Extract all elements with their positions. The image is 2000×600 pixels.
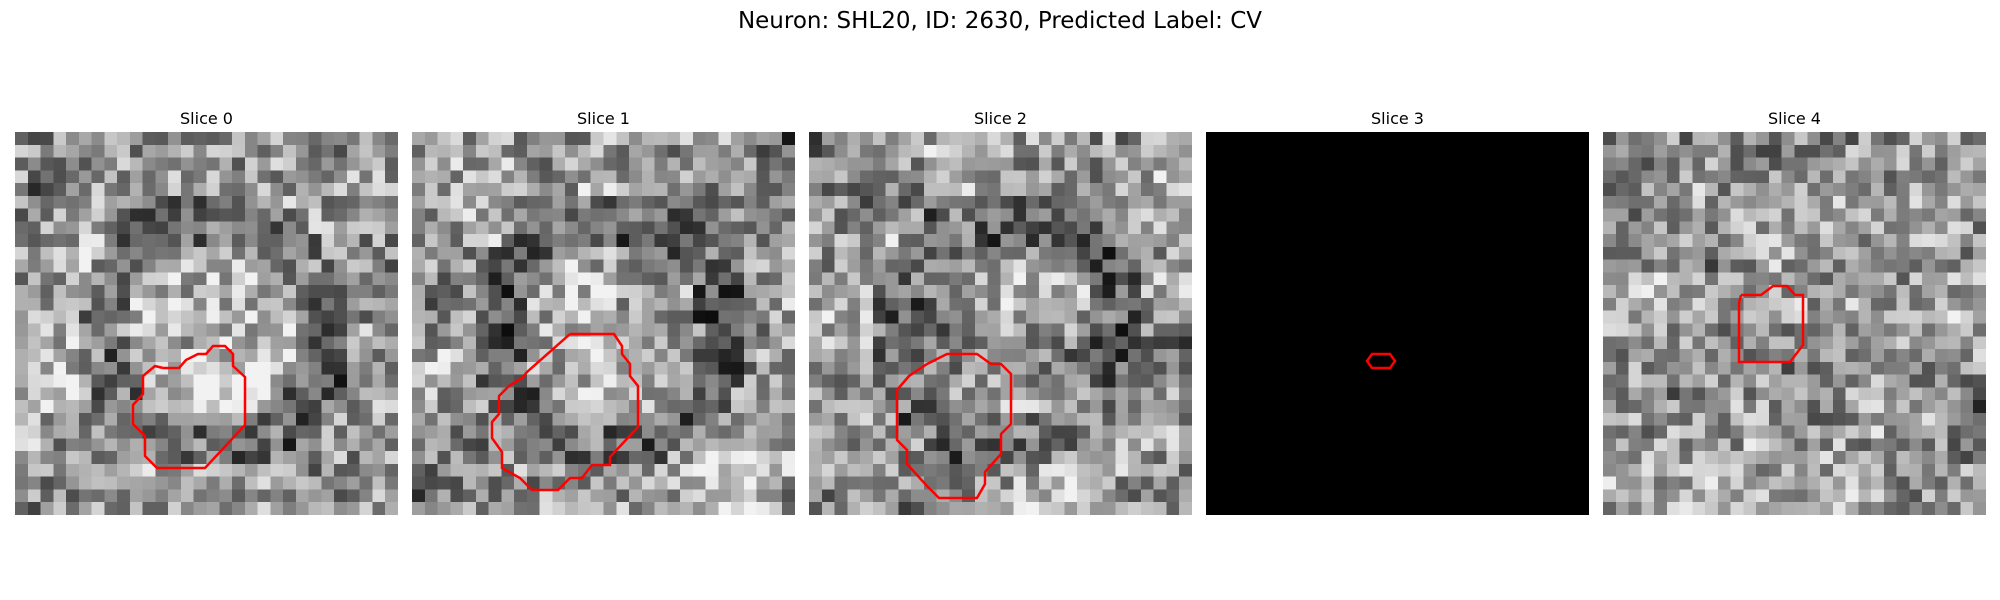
panel-title: Slice 3	[1206, 108, 1589, 130]
segmentation-contour	[809, 132, 1192, 515]
slice-image-wrap	[1603, 132, 1986, 515]
panel-slice-3: Slice 3	[1206, 108, 1589, 515]
contour-line	[1739, 286, 1803, 362]
figure-title: Neuron: SHL20, ID: 2630, Predicted Label…	[0, 8, 2000, 34]
segmentation-contour	[15, 132, 398, 515]
panel-title: Slice 2	[809, 108, 1192, 130]
slice-image-wrap	[809, 132, 1192, 515]
contour-line	[133, 346, 245, 468]
contour-line	[897, 354, 1011, 498]
slice-image-wrap	[412, 132, 795, 515]
segmentation-contour	[412, 132, 795, 515]
segmentation-contour	[1206, 132, 1589, 515]
panel-slice-1: Slice 1	[412, 108, 795, 515]
panel-title: Slice 1	[412, 108, 795, 130]
contour-line	[492, 334, 638, 490]
panel-slice-2: Slice 2	[809, 108, 1192, 515]
panel-slice-4: Slice 4	[1603, 108, 1986, 515]
panel-slice-0: Slice 0	[15, 108, 398, 515]
panel-title: Slice 4	[1603, 108, 1986, 130]
segmentation-contour	[1603, 132, 1986, 515]
slice-image-wrap	[1206, 132, 1589, 515]
slice-image-wrap	[15, 132, 398, 515]
panel-title: Slice 0	[15, 108, 398, 130]
contour-line	[1367, 354, 1395, 368]
